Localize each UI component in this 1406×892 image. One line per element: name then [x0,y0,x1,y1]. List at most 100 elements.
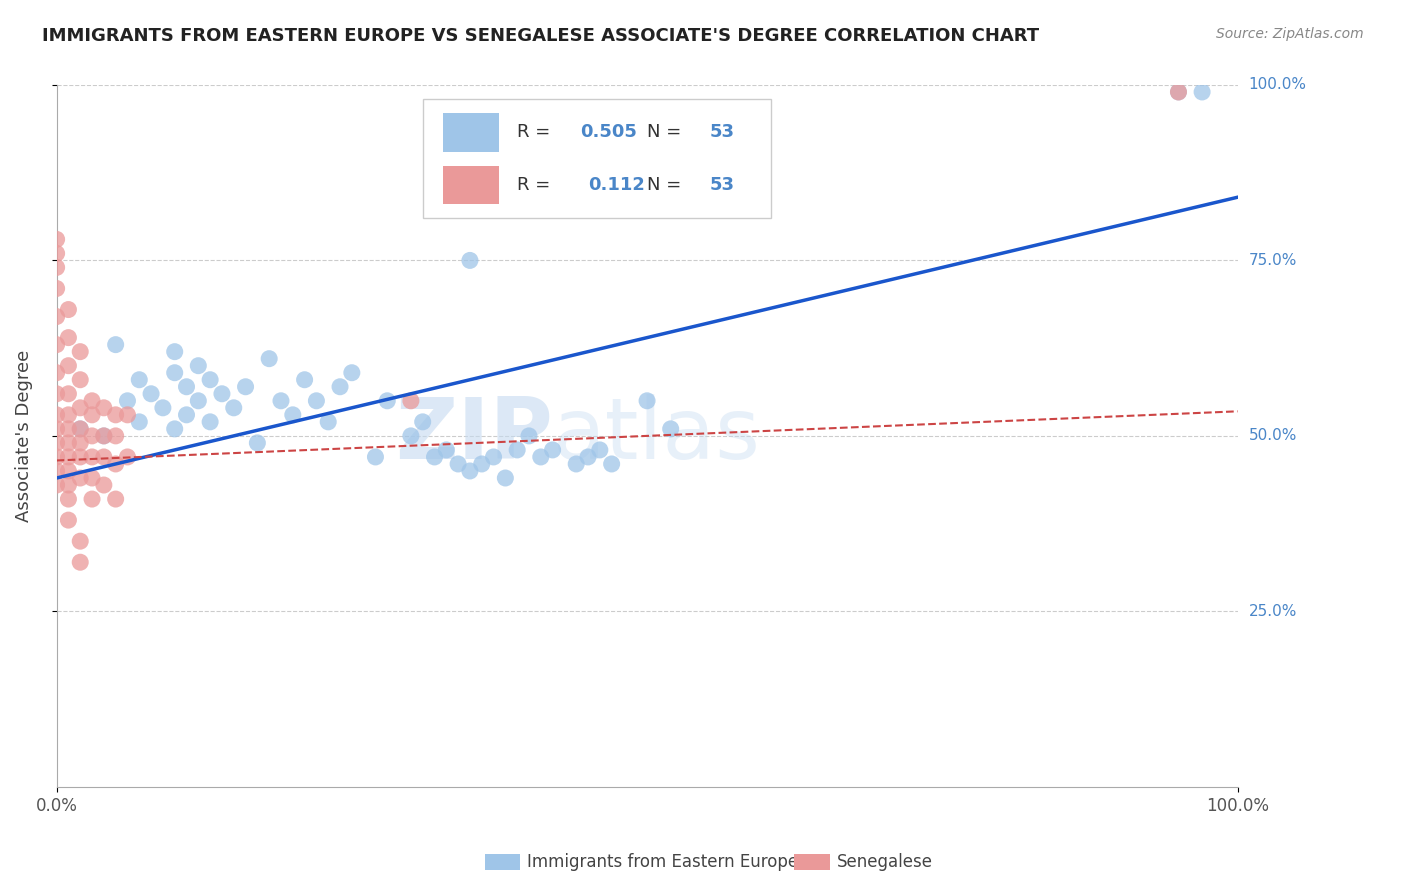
Point [176,380,198,394]
Point [257,351,280,366]
Text: 0.505: 0.505 [579,123,637,141]
Point [45,260,67,275]
Text: atlas: atlas [553,394,761,477]
Text: Senegalese: Senegalese [837,853,932,871]
Point [600,457,623,471]
Point [45,450,67,464]
Point [434,442,457,457]
Text: R =: R = [517,176,557,194]
Point [152,401,174,415]
Point [45,337,67,351]
Point [1167,85,1189,99]
Point [222,401,245,415]
Text: R =: R = [517,123,557,141]
Point [58,464,80,478]
Point [58,513,80,527]
Point [246,436,269,450]
Point [316,415,339,429]
Text: Source: ZipAtlas.com: Source: ZipAtlas.com [1216,27,1364,41]
Point [58,478,80,492]
Point [69,422,91,436]
Point [659,422,682,436]
Point [80,471,103,485]
Point [187,393,209,408]
Point [163,422,186,436]
Point [58,450,80,464]
Point [69,401,91,415]
Point [576,450,599,464]
Point [541,442,564,457]
Text: 50.0%: 50.0% [1249,428,1296,443]
Point [494,471,516,485]
Point [45,386,67,401]
Point [45,281,67,295]
Bar [443,113,499,152]
Point [45,408,67,422]
Point [80,429,103,443]
Point [176,408,198,422]
Point [80,393,103,408]
Point [45,422,67,436]
Point [69,373,91,387]
Point [45,464,67,478]
Point [80,408,103,422]
Text: 0.112: 0.112 [588,176,645,194]
Point [58,491,80,506]
Point [482,450,505,464]
Point [45,436,67,450]
Point [636,393,658,408]
Point [93,450,115,464]
Point [305,393,328,408]
Point [45,478,67,492]
Point [93,401,115,415]
Point [69,422,91,436]
Point [117,408,139,422]
Point [104,408,127,422]
Point [530,450,553,464]
Point [517,429,540,443]
Point [128,415,150,429]
Point [117,450,139,464]
FancyBboxPatch shape [423,99,770,219]
Point [45,232,67,246]
Point [69,471,91,485]
Text: N =: N = [647,176,688,194]
Text: ZIP: ZIP [395,394,553,477]
Point [104,337,127,351]
Point [58,331,80,345]
Point [399,393,422,408]
Point [69,450,91,464]
Point [128,373,150,387]
Point [45,246,67,260]
Point [58,302,80,317]
Text: N =: N = [647,123,688,141]
Point [270,393,292,408]
Point [364,450,387,464]
Point [45,310,67,324]
Point [80,450,103,464]
Point [104,457,127,471]
Text: 100.0%: 100.0% [1249,78,1306,93]
Point [104,429,127,443]
Point [58,359,80,373]
Point [447,457,470,471]
Point [458,464,481,478]
Point [58,408,80,422]
Bar [443,166,499,204]
Point [375,393,398,408]
Text: 53: 53 [710,176,735,194]
Point [1191,85,1213,99]
Point [340,366,363,380]
Point [58,422,80,436]
Point [423,450,446,464]
Point [589,442,612,457]
Point [471,457,494,471]
Point [329,380,352,394]
Point [163,344,186,359]
Point [235,380,257,394]
Point [412,415,434,429]
Y-axis label: Associate's Degree: Associate's Degree [15,350,32,522]
Text: 25.0%: 25.0% [1249,604,1296,619]
Point [69,534,91,549]
Point [69,555,91,569]
